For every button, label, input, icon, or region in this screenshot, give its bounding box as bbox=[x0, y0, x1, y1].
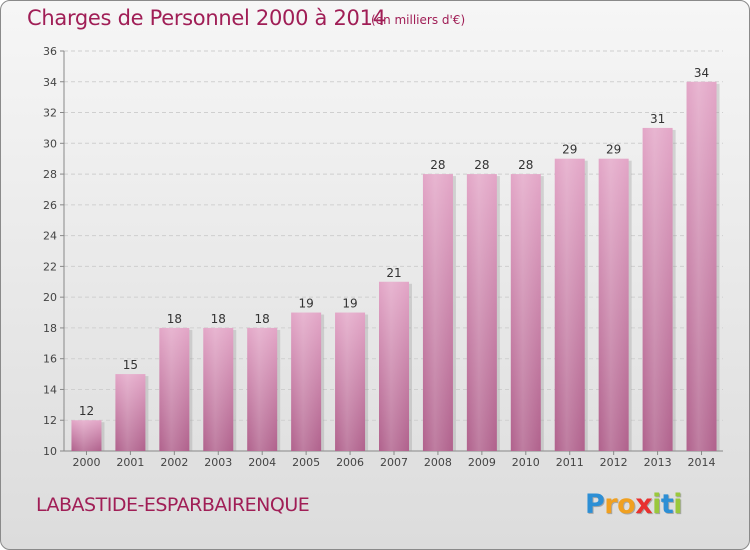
bar-group bbox=[203, 327, 237, 451]
bar-highlight bbox=[422, 174, 453, 452]
bar-group bbox=[510, 174, 544, 452]
bar-value-label: 18 bbox=[211, 312, 226, 326]
bar-value-label: 15 bbox=[123, 358, 138, 372]
bar-group bbox=[466, 174, 500, 452]
y-tick-label: 10 bbox=[43, 445, 57, 458]
x-tick-label: 2009 bbox=[468, 456, 496, 469]
proxiti-logo: Proxiti bbox=[585, 489, 683, 520]
x-tick-label: 2010 bbox=[512, 456, 540, 469]
bar-highlight bbox=[159, 327, 190, 451]
logo-letter: t bbox=[660, 489, 674, 520]
chart-subtitle: (en milliers d'€) bbox=[371, 13, 466, 27]
y-tick-label: 30 bbox=[43, 137, 57, 150]
bar-value-label: 29 bbox=[562, 143, 577, 157]
bar-value-label: 34 bbox=[694, 66, 709, 80]
bar-highlight bbox=[335, 312, 366, 451]
x-tick-label: 2012 bbox=[600, 456, 628, 469]
x-tick-label: 2013 bbox=[644, 456, 672, 469]
bar-value-label: 19 bbox=[298, 297, 313, 311]
y-tick-label: 24 bbox=[43, 230, 57, 243]
bar-value-label: 19 bbox=[342, 297, 357, 311]
bar-value-label: 29 bbox=[606, 143, 621, 157]
x-tick-label: 2006 bbox=[336, 456, 364, 469]
logo-letter: P bbox=[585, 489, 605, 520]
bar-value-label: 28 bbox=[518, 158, 533, 172]
x-tick-label: 2011 bbox=[556, 456, 584, 469]
logo-letter: x bbox=[635, 489, 653, 520]
bar-group bbox=[379, 281, 412, 451]
x-tick-label: 2000 bbox=[72, 456, 100, 469]
bar-highlight bbox=[291, 312, 322, 451]
bar-value-label: 28 bbox=[474, 158, 489, 172]
bar-group bbox=[335, 312, 369, 451]
bar-group bbox=[554, 158, 588, 451]
bar-highlight bbox=[71, 420, 102, 451]
label-layer: 10 12 14 16 18 20 22 24 26 28 30 32 34 36 12 2000 15 2001… bbox=[43, 45, 716, 469]
x-tick-label: 2008 bbox=[424, 456, 452, 469]
logo-letter: i bbox=[673, 489, 683, 520]
bar-highlight bbox=[203, 327, 234, 451]
x-tick-label: 2007 bbox=[380, 456, 408, 469]
logo-letter: i bbox=[652, 489, 661, 520]
x-tick-label: 2003 bbox=[204, 456, 232, 469]
bar-group bbox=[247, 327, 281, 451]
logo-letter: o bbox=[617, 489, 636, 520]
bar-group bbox=[71, 420, 105, 451]
y-tick-label: 26 bbox=[43, 199, 57, 212]
town-name: LABASTIDE-ESPARBAIRENQUE bbox=[36, 494, 310, 516]
bar-highlight bbox=[554, 158, 585, 451]
y-tick-label: 28 bbox=[43, 168, 57, 181]
bar-group bbox=[422, 174, 456, 452]
x-tick-label: 2014 bbox=[688, 456, 716, 469]
logo-letter: r bbox=[604, 489, 618, 520]
bar-group bbox=[598, 158, 632, 451]
bar-layer bbox=[71, 81, 720, 452]
y-tick-label: 34 bbox=[43, 76, 57, 89]
y-tick-label: 14 bbox=[43, 383, 57, 396]
y-tick-label: 12 bbox=[43, 414, 57, 427]
y-tick-label: 18 bbox=[43, 322, 57, 335]
bar-highlight bbox=[686, 81, 717, 452]
bar-value-label: 31 bbox=[650, 112, 665, 126]
bar-value-label: 21 bbox=[386, 266, 401, 280]
y-tick-label: 36 bbox=[43, 45, 57, 58]
bar-highlight bbox=[466, 174, 497, 452]
y-tick-label: 32 bbox=[43, 107, 57, 120]
y-tick-label: 20 bbox=[43, 291, 57, 304]
x-tick-label: 2001 bbox=[116, 456, 144, 469]
bar-highlight bbox=[598, 158, 629, 451]
bar-value-label: 18 bbox=[167, 312, 182, 326]
x-tick-label: 2005 bbox=[292, 456, 320, 469]
bar-value-label: 28 bbox=[430, 158, 445, 172]
bar-highlight bbox=[379, 281, 409, 451]
bar-group bbox=[115, 374, 149, 451]
bar-group bbox=[159, 327, 193, 451]
bar-value-label: 12 bbox=[79, 404, 94, 418]
y-tick-label: 22 bbox=[43, 260, 57, 273]
bar-group bbox=[291, 312, 325, 451]
bar-group bbox=[686, 81, 720, 452]
bar-highlight bbox=[115, 374, 146, 451]
bar-group bbox=[642, 127, 676, 451]
chart-title: Charges de Personnel 2000 à 2014 bbox=[27, 6, 386, 30]
bar-highlight bbox=[247, 327, 278, 451]
bar-highlight bbox=[642, 127, 673, 451]
y-tick-label: 16 bbox=[43, 353, 57, 366]
bar-value-label: 18 bbox=[255, 312, 270, 326]
x-tick-label: 2004 bbox=[248, 456, 276, 469]
x-tick-label: 2002 bbox=[160, 456, 188, 469]
bar-highlight bbox=[510, 174, 541, 452]
